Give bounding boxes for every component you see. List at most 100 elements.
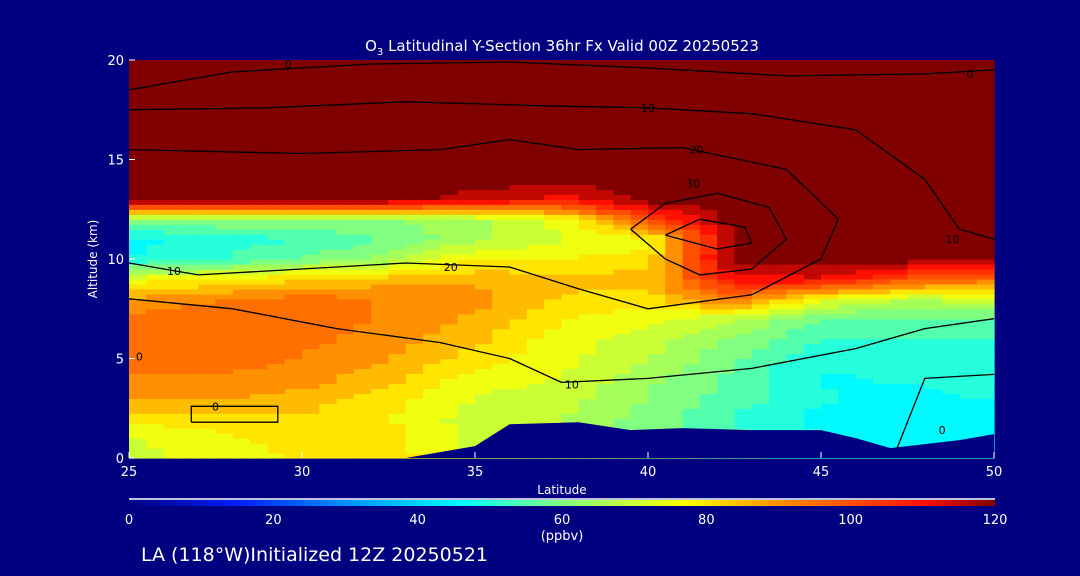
heatmap-cell xyxy=(423,368,441,374)
heatmap-cell xyxy=(146,378,165,384)
heatmap-cell xyxy=(769,338,787,345)
heatmap-cell xyxy=(959,204,978,210)
heatmap-cell xyxy=(907,114,926,121)
heatmap-cell xyxy=(907,154,926,161)
heatmap-cell xyxy=(942,323,960,330)
heatmap-cell xyxy=(942,249,960,255)
heatmap-cell xyxy=(163,60,182,66)
heatmap-cell xyxy=(734,273,753,280)
heatmap-cell xyxy=(250,249,268,255)
heatmap-cell xyxy=(163,99,182,106)
heatmap-cell xyxy=(613,89,632,96)
heatmap-cell xyxy=(215,254,234,260)
heatmap-cell xyxy=(596,298,614,305)
heatmap-cell xyxy=(544,109,563,116)
heatmap-cell xyxy=(942,338,960,345)
heatmap-cell xyxy=(872,144,891,151)
heatmap-cell xyxy=(838,164,857,171)
heatmap-cell xyxy=(803,89,822,96)
heatmap-cell xyxy=(665,264,684,270)
heatmap-cell xyxy=(942,418,960,424)
heatmap-cell xyxy=(371,159,390,166)
heatmap-cell xyxy=(734,269,753,275)
heatmap-cell xyxy=(146,288,165,295)
heatmap-cell xyxy=(561,338,580,345)
heatmap-cell xyxy=(942,94,960,101)
heatmap-cell xyxy=(855,194,874,200)
heatmap-cell xyxy=(751,308,770,315)
heatmap-cell xyxy=(250,144,268,151)
heatmap-cell xyxy=(423,159,441,166)
heatmap-cell xyxy=(163,114,182,121)
heatmap-cell xyxy=(250,393,268,399)
heatmap-cell xyxy=(872,298,891,305)
heatmap-cell xyxy=(942,383,960,389)
heatmap-cell xyxy=(146,119,165,126)
heatmap-cell xyxy=(821,278,839,285)
heatmap-cell xyxy=(942,129,960,136)
heatmap-cell xyxy=(163,353,182,360)
heatmap-cell xyxy=(907,84,926,91)
heatmap-cell xyxy=(561,174,580,180)
heatmap-cell xyxy=(561,194,580,200)
heatmap-cell xyxy=(457,269,476,275)
heatmap-cell xyxy=(786,65,805,71)
heatmap-cell xyxy=(405,388,424,394)
contour-line-40 xyxy=(665,218,753,250)
heatmap-cell xyxy=(475,84,493,91)
heatmap-cell xyxy=(371,74,390,81)
heatmap-cell xyxy=(976,338,995,345)
heatmap-cell xyxy=(440,169,459,175)
heatmap-cell xyxy=(613,60,632,66)
heatmap-cell xyxy=(717,418,736,424)
heatmap-cell xyxy=(388,383,407,389)
heatmap-cell xyxy=(613,214,632,220)
heatmap-cell xyxy=(232,418,251,424)
heatmap-cell xyxy=(405,104,424,111)
heatmap-cell xyxy=(284,149,303,156)
heatmap-cell xyxy=(613,184,632,190)
heatmap-cell xyxy=(526,189,545,195)
heatmap-cell xyxy=(838,278,857,285)
heatmap-cell xyxy=(786,239,805,245)
heatmap-cell xyxy=(457,343,476,350)
heatmap-cell xyxy=(129,224,147,230)
heatmap-cell xyxy=(578,338,597,345)
heatmap-cell xyxy=(596,418,614,424)
heatmap-cell xyxy=(405,333,424,340)
heatmap-cell xyxy=(405,393,424,399)
heatmap-cell xyxy=(942,154,960,161)
heatmap-cell xyxy=(890,129,909,136)
heatmap-cell xyxy=(803,184,822,190)
heatmap-cell xyxy=(717,99,736,106)
heatmap-cell xyxy=(890,398,909,404)
heatmap-cell xyxy=(942,134,960,141)
heatmap-cell xyxy=(163,323,182,330)
heatmap-cell xyxy=(648,164,666,171)
heatmap-cell xyxy=(492,333,511,340)
heatmap-cell xyxy=(751,313,770,320)
x-tick-label: 25 xyxy=(121,465,138,480)
heatmap-cell xyxy=(838,194,857,200)
heatmap-cell xyxy=(596,134,614,141)
heatmap-cell xyxy=(180,164,199,171)
heatmap-cell xyxy=(232,124,251,131)
heatmap-cell xyxy=(250,204,268,210)
heatmap-cell xyxy=(734,184,753,190)
heatmap-cell xyxy=(648,84,666,91)
heatmap-cell xyxy=(267,273,286,280)
heatmap-cell xyxy=(699,114,718,121)
heatmap-cell xyxy=(250,124,268,131)
heatmap-cell xyxy=(630,254,649,260)
heatmap-cell xyxy=(751,278,770,285)
heatmap-cell xyxy=(821,99,839,106)
heatmap-cell xyxy=(769,254,787,260)
heatmap-cell xyxy=(648,269,666,275)
heatmap-cell xyxy=(492,288,511,295)
heatmap-cell xyxy=(699,239,718,245)
heatmap-cell xyxy=(198,124,217,131)
heatmap-cell xyxy=(198,65,217,71)
heatmap-cell xyxy=(319,373,338,379)
heatmap-cell xyxy=(232,239,251,245)
heatmap-cell xyxy=(976,259,995,265)
